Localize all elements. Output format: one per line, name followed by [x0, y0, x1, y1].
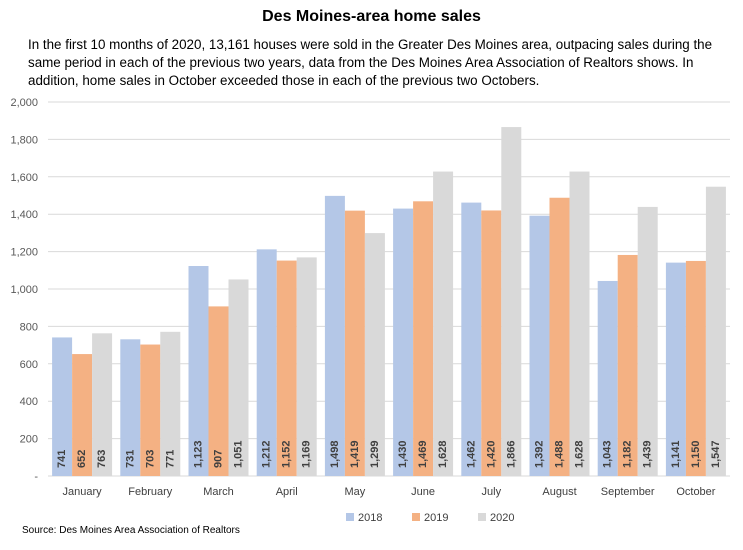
data-label: 1,152: [281, 440, 293, 468]
data-label: 1,150: [690, 440, 702, 468]
bars: [52, 127, 726, 477]
x-axis-ticks: January February March April May June July Augu…: [63, 486, 716, 498]
x-tick-label: March: [203, 486, 234, 498]
value-labels: 741 652 763 731 703 771 1,123 907 1,051 1,212 1,15…: [56, 440, 722, 468]
legend-swatch-2020: [478, 513, 486, 521]
data-label: 1,462: [465, 440, 477, 468]
bar-2020: [228, 279, 249, 476]
bar-2018: [52, 337, 73, 476]
bar-2018: [120, 339, 141, 476]
data-label: 1,123: [193, 440, 205, 468]
bar-2018: [461, 202, 482, 476]
data-label: 763: [96, 450, 108, 468]
data-label: 1,439: [642, 440, 654, 468]
bar-2018: [393, 208, 414, 476]
data-label: 1,299: [369, 440, 381, 468]
y-tick-label: 2,000: [10, 97, 38, 109]
data-label: 1,430: [397, 440, 409, 468]
legend-label-2019: 2019: [424, 512, 448, 524]
bar-2018: [256, 249, 277, 476]
data-label: 1,469: [417, 440, 429, 468]
bar-2019: [413, 201, 434, 476]
bar-2019: [481, 210, 502, 476]
bar-2020: [160, 331, 181, 476]
data-label: 1,392: [534, 440, 546, 468]
data-label: 1,419: [349, 440, 361, 468]
bar-2019: [72, 354, 93, 476]
data-label: 1,628: [574, 440, 586, 468]
source-note: Source: Des Moines Area Association of R…: [22, 525, 240, 536]
x-tick-label: August: [542, 486, 576, 498]
bar-2020: [569, 171, 590, 476]
data-label: 1,141: [670, 440, 682, 468]
legend: 2018 2019 2020: [346, 512, 514, 524]
legend-swatch-2018: [346, 513, 354, 521]
y-tick-label: 1,200: [10, 247, 38, 259]
y-tick-label: 400: [20, 396, 38, 408]
y-tick-label: -: [34, 471, 38, 483]
data-label: 907: [213, 450, 225, 468]
data-label: 1,866: [505, 440, 517, 468]
data-label: 1,420: [485, 440, 497, 468]
data-label: 1,051: [233, 440, 245, 468]
chart-subtitle: In the first 10 months of 2020, 13,161 h…: [28, 37, 713, 88]
bar-2020: [364, 233, 385, 476]
data-label: 741: [56, 450, 68, 468]
bar-2018: [324, 195, 345, 476]
y-tick-label: 1,800: [10, 134, 38, 146]
bar-2019: [140, 344, 161, 476]
x-tick-label: June: [411, 486, 435, 498]
bar-2019: [344, 210, 365, 476]
bar-2019: [685, 260, 706, 476]
y-tick-label: 1,600: [10, 172, 38, 184]
x-tick-label: April: [276, 486, 298, 498]
x-tick-label: July: [482, 486, 502, 498]
y-tick-label: 800: [20, 321, 38, 333]
chart-title: Des Moines-area home sales: [262, 8, 481, 25]
bar-2018: [597, 280, 618, 476]
bar-2019: [208, 306, 229, 476]
bar-2020: [92, 333, 113, 476]
bar-2020: [705, 186, 726, 476]
bar-2020: [501, 127, 522, 477]
data-label: 652: [76, 450, 88, 468]
bar-2020: [637, 206, 658, 477]
bar-2019: [276, 260, 297, 476]
data-label: 1,547: [710, 440, 722, 468]
bar-2018: [188, 265, 209, 476]
data-label: 1,212: [261, 440, 273, 468]
legend-label-2020: 2020: [490, 512, 514, 524]
data-label: 731: [124, 450, 136, 468]
bar-2018: [529, 215, 550, 477]
bar-2019: [549, 197, 570, 476]
x-tick-label: September: [601, 486, 655, 498]
y-tick-label: 200: [20, 434, 38, 446]
data-label: 1,628: [437, 440, 449, 468]
data-label: 771: [164, 450, 176, 468]
x-tick-label: February: [128, 486, 173, 498]
y-tick-label: 1,400: [10, 209, 38, 221]
x-tick-label: October: [676, 486, 715, 498]
legend-label-2018: 2018: [358, 512, 382, 524]
data-label: 1,498: [329, 440, 341, 468]
y-tick-label: 1,000: [10, 284, 38, 296]
bar-2018: [665, 262, 686, 476]
y-axis-ticks: 2,000 1,800 1,600 1,400 1,200 1,000 800 600 400 2…: [10, 97, 38, 483]
y-tick-label: 600: [20, 359, 38, 371]
data-label: 1,169: [301, 440, 313, 468]
bar-2020: [296, 257, 317, 476]
data-label: 1,182: [622, 440, 634, 468]
x-tick-label: May: [345, 486, 366, 498]
bar-2019: [617, 254, 638, 476]
bar-2020: [433, 171, 454, 476]
x-tick-label: January: [63, 486, 103, 498]
data-label: 703: [144, 450, 156, 468]
data-label: 1,043: [602, 440, 614, 468]
data-label: 1,488: [554, 440, 566, 468]
legend-swatch-2019: [412, 513, 420, 521]
